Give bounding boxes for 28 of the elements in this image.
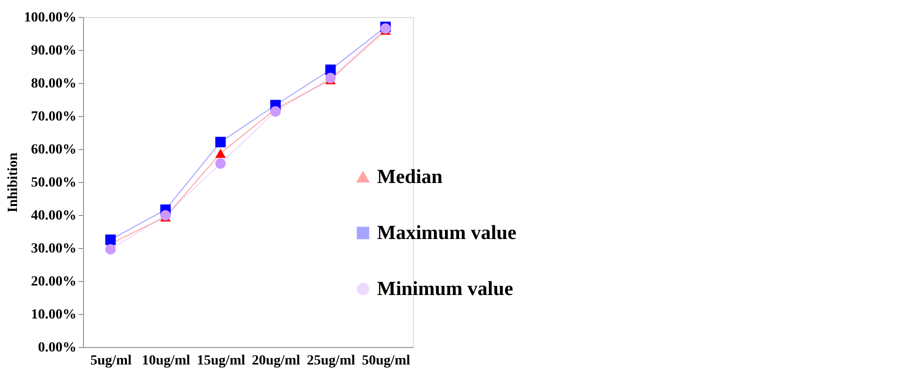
- point: [215, 148, 226, 158]
- x-tick-label: 25ug/ml: [306, 354, 356, 368]
- point: [105, 244, 116, 255]
- point: [215, 158, 226, 169]
- y-tick-label: 40.00%: [31, 208, 76, 224]
- y-tick-label: 70.00%: [31, 110, 76, 124]
- x-tick-label: 15ug/ml: [196, 354, 246, 368]
- x-tick-label: 10ug/ml: [142, 354, 190, 368]
- y-tick-label: 80.00%: [31, 76, 76, 92]
- y-tick-label: 90.00%: [31, 44, 76, 58]
- x-tick-label: 50ug/ml: [362, 354, 410, 368]
- y-tick-label: 30.00%: [31, 242, 76, 256]
- point: [105, 234, 116, 245]
- point: [215, 136, 226, 148]
- point: [325, 72, 336, 84]
- legend-label: Median: [377, 166, 443, 188]
- point: [270, 106, 281, 117]
- legend-label: Minimum value: [377, 278, 514, 300]
- y-tick-label: 100.00%: [24, 10, 76, 26]
- y-tick-label: 60.00%: [31, 142, 76, 158]
- x-tick-label: 5ug/ml: [90, 354, 132, 368]
- y-tick-label: 20.00%: [31, 274, 76, 290]
- y-tick-label: 0.00%: [38, 340, 76, 356]
- x-tick-label: 20ug/ml: [252, 354, 300, 368]
- legend-label: Maximum value: [377, 222, 517, 244]
- y-tick-label: 50.00%: [31, 176, 76, 190]
- y-tick-label: 10.00%: [31, 308, 76, 322]
- y-axis-title: Inhibition: [6, 152, 21, 212]
